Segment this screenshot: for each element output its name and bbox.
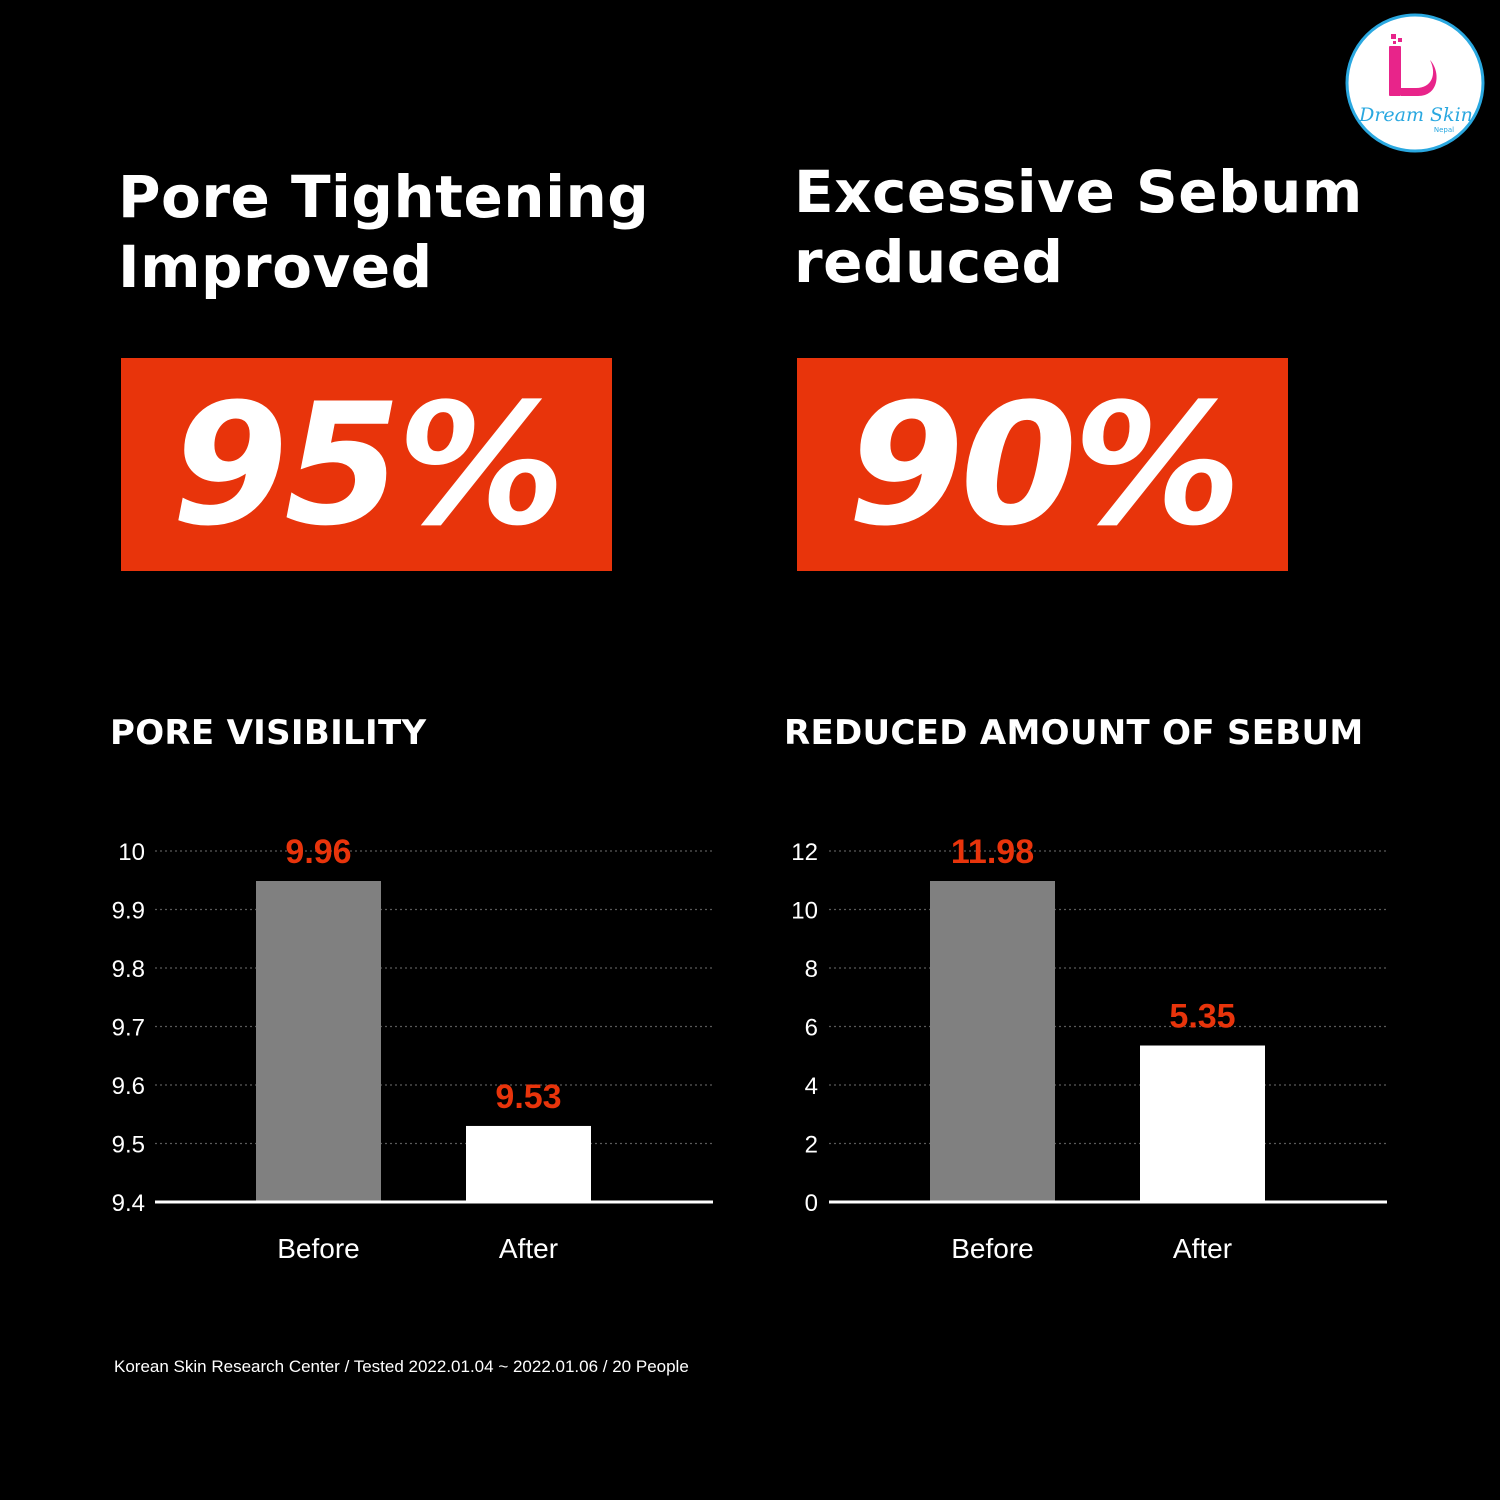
data-label: 9.53	[495, 1078, 561, 1116]
y-tick-label: 10	[118, 839, 145, 866]
x-category-label: Before	[951, 1233, 1034, 1264]
y-tick-label: 10	[791, 898, 818, 925]
bar-after	[1140, 1045, 1265, 1202]
y-tick-label: 4	[805, 1073, 818, 1100]
x-category-label: After	[1173, 1233, 1232, 1264]
data-label: 5.35	[1169, 998, 1235, 1036]
y-tick-label: 9.5	[112, 1132, 145, 1159]
y-tick-label: 9.8	[112, 956, 145, 983]
sebum-stat-box: 90%	[797, 358, 1288, 571]
logo-text: Dream Skin	[1358, 104, 1473, 126]
y-tick-label: 2	[805, 1132, 818, 1159]
x-category-label: After	[499, 1233, 558, 1264]
y-tick-label: 8	[805, 956, 818, 983]
data-label: 11.98	[951, 833, 1034, 871]
y-tick-label: 12	[791, 839, 818, 866]
y-tick-label: 6	[805, 1015, 818, 1042]
data-label: 9.96	[285, 833, 351, 871]
sebum-stat-value: 90%	[847, 366, 1241, 563]
heading-line-2: Improved	[118, 233, 433, 301]
sebum-chart-title: REDUCED AMOUNT OF SEBUM	[784, 713, 1364, 753]
bar-after	[466, 1125, 591, 1202]
logo-subtext: Nepal	[1434, 126, 1454, 134]
y-tick-label: 9.7	[112, 1015, 145, 1042]
heading-line-2: reduced	[794, 228, 1064, 296]
heading-line-1: Pore Tightening	[118, 163, 650, 231]
y-tick-label: 9.6	[112, 1073, 145, 1100]
pore-stat-box: 95%	[121, 358, 612, 571]
bar-before	[256, 881, 381, 1202]
pore-stat-value: 95%	[171, 366, 565, 563]
bar-before	[930, 881, 1055, 1202]
x-category-label: Before	[277, 1233, 360, 1264]
excessive-sebum-heading: Excessive Sebum reduced	[794, 157, 1363, 297]
heading-line-1: Excessive Sebum	[794, 158, 1363, 226]
y-tick-label: 9.4	[112, 1190, 145, 1217]
y-tick-label: 9.9	[112, 898, 145, 925]
pore-chart-title: PORE VISIBILITY	[110, 713, 427, 753]
pore-tightening-heading: Pore Tightening Improved	[118, 162, 649, 302]
y-tick-label: 0	[805, 1190, 818, 1217]
dream-skin-logo: Dream Skin Nepal	[1345, 13, 1485, 153]
study-footnote: Korean Skin Research Center / Tested 202…	[114, 1357, 689, 1376]
